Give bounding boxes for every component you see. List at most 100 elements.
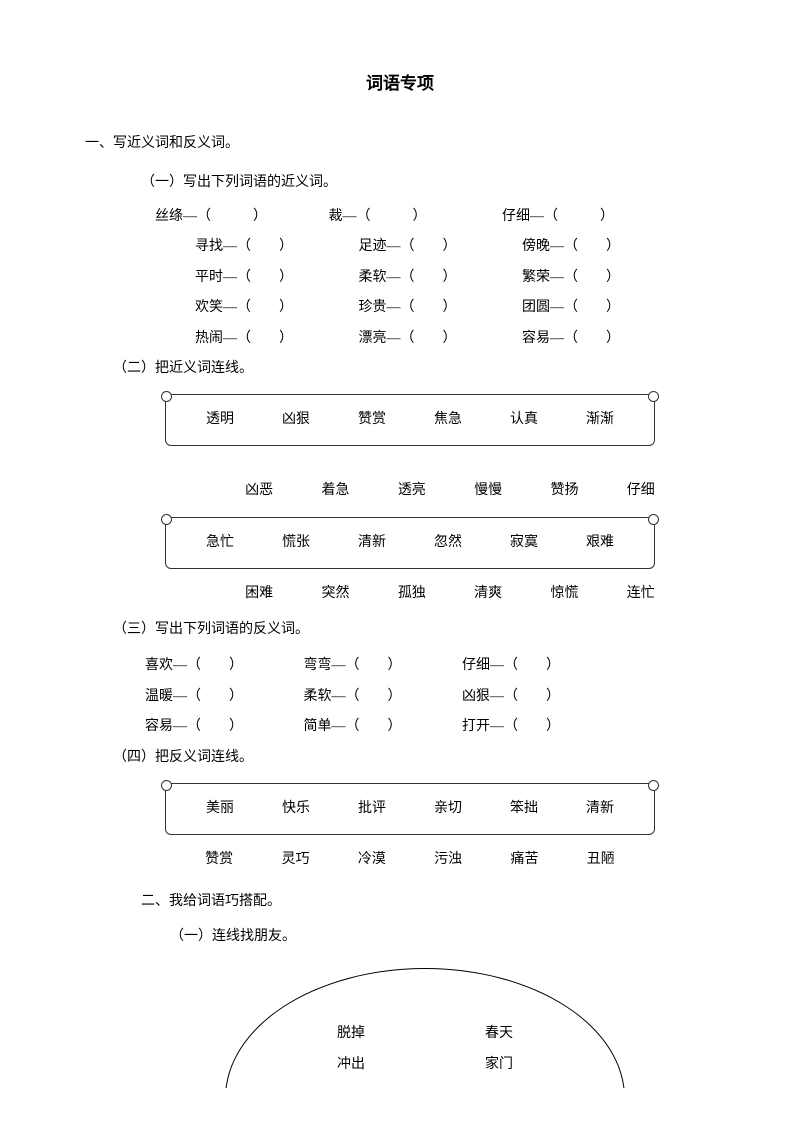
word: 赞赏 bbox=[358, 409, 386, 431]
section2-header: 二、我给词语巧搭配。 bbox=[141, 891, 715, 913]
word: 透明 bbox=[206, 409, 234, 431]
blank[interactable]: （ ） bbox=[564, 331, 620, 346]
blank[interactable]: （ ） bbox=[401, 270, 457, 285]
word: 清爽 bbox=[474, 583, 502, 605]
word: 裁 bbox=[329, 209, 343, 224]
word: 着急 bbox=[321, 480, 349, 502]
word: 惊慌 bbox=[550, 583, 578, 605]
word: 凶恶 bbox=[245, 480, 273, 502]
word: 足迹 bbox=[359, 239, 387, 254]
word: 脱掉 bbox=[337, 1023, 365, 1045]
word: 美丽 bbox=[206, 798, 234, 820]
word: 漂亮 bbox=[359, 331, 387, 346]
word: 打开 bbox=[462, 719, 490, 734]
word: 热闹 bbox=[195, 331, 223, 346]
word: 弯弯 bbox=[304, 658, 332, 673]
word: 透亮 bbox=[398, 480, 426, 502]
word: 批评 bbox=[358, 798, 386, 820]
blank[interactable]: （ ） bbox=[346, 689, 402, 704]
word: 凶狠 bbox=[462, 689, 490, 704]
word: 仔细 bbox=[462, 658, 490, 673]
word: 喜欢 bbox=[145, 658, 173, 673]
word: 容易 bbox=[145, 719, 173, 734]
word: 凶狠 bbox=[282, 409, 310, 431]
word: 珍贵 bbox=[359, 300, 387, 315]
blank[interactable]: （ ） bbox=[401, 239, 457, 254]
blank[interactable]: （ ） bbox=[544, 209, 614, 224]
blank[interactable]: （ ） bbox=[564, 270, 620, 285]
page-title: 词语专项 bbox=[85, 70, 715, 97]
word: 突然 bbox=[321, 583, 349, 605]
word-box[interactable]: 透明 凶狠 赞赏 焦急 认真 渐渐 bbox=[165, 394, 655, 446]
word: 灵巧 bbox=[281, 849, 309, 871]
part1-header: （一）写出下列词语的近义词。 bbox=[141, 172, 715, 194]
word: 赞赏 bbox=[205, 849, 233, 871]
word: 清新 bbox=[586, 798, 614, 820]
word-row: 凶恶 着急 透亮 慢慢 赞扬 仔细 bbox=[205, 480, 695, 502]
word: 认真 bbox=[510, 409, 538, 431]
blank[interactable]: （ ） bbox=[237, 239, 293, 254]
word: 渐渐 bbox=[586, 409, 614, 431]
synonym-row: 寻找—（ ） 足迹—（ ） 傍晚—（ ） bbox=[195, 236, 715, 258]
word: 孤独 bbox=[398, 583, 426, 605]
blank[interactable]: （ ） bbox=[564, 300, 620, 315]
blank[interactable]: （ ） bbox=[237, 300, 293, 315]
blank[interactable]: （ ） bbox=[346, 658, 402, 673]
word: 寻找 bbox=[195, 239, 223, 254]
blank[interactable]: （ ） bbox=[237, 270, 293, 285]
part3-header: （三）写出下列词语的反义词。 bbox=[113, 619, 715, 641]
word: 快乐 bbox=[282, 798, 310, 820]
word: 冷漠 bbox=[358, 849, 386, 871]
blank[interactable]: （ ） bbox=[357, 209, 427, 224]
blank[interactable]: （ ） bbox=[504, 658, 560, 673]
blank[interactable]: （ ） bbox=[564, 239, 620, 254]
word: 傍晚 bbox=[522, 239, 550, 254]
blank[interactable]: （ ） bbox=[346, 719, 402, 734]
blank[interactable]: （ ） bbox=[401, 331, 457, 346]
word: 艰难 bbox=[586, 532, 614, 554]
word: 冲出 bbox=[337, 1054, 365, 1076]
word: 清新 bbox=[358, 532, 386, 554]
word: 亲切 bbox=[434, 798, 462, 820]
antonym-row: 容易—（ ） 简单—（ ） 打开—（ ） bbox=[145, 716, 715, 738]
matching-oval[interactable]: 脱掉 春天 冲出 家门 bbox=[225, 968, 625, 1088]
synonym-row: 平时—（ ） 柔软—（ ） 繁荣—（ ） bbox=[195, 267, 715, 289]
blank[interactable]: （ ） bbox=[504, 719, 560, 734]
word: 简单 bbox=[304, 719, 332, 734]
word: 笨拙 bbox=[510, 798, 538, 820]
word: 温暖 bbox=[145, 689, 173, 704]
word: 丝绦 bbox=[155, 209, 183, 224]
word: 柔软 bbox=[359, 270, 387, 285]
word: 容易 bbox=[522, 331, 550, 346]
blank[interactable]: （ ） bbox=[504, 689, 560, 704]
blank[interactable]: （ ） bbox=[197, 209, 267, 224]
blank[interactable]: （ ） bbox=[187, 689, 243, 704]
word: 寂寞 bbox=[510, 532, 538, 554]
part2-header: （二）把近义词连线。 bbox=[113, 358, 715, 380]
word: 焦急 bbox=[434, 409, 462, 431]
blank[interactable]: （ ） bbox=[187, 658, 243, 673]
word: 连忙 bbox=[627, 583, 655, 605]
word: 繁荣 bbox=[522, 270, 550, 285]
word-row: 困难 突然 孤独 清爽 惊慌 连忙 bbox=[205, 583, 695, 605]
word: 仔细 bbox=[502, 209, 530, 224]
section2-sub: （一）连线找朋友。 bbox=[170, 926, 715, 948]
antonym-row: 喜欢—（ ） 弯弯—（ ） 仔细—（ ） bbox=[145, 655, 715, 677]
synonym-row: 丝绦—（ ） 裁—（ ） 仔细—（ ） bbox=[155, 206, 715, 228]
word: 家门 bbox=[485, 1054, 513, 1076]
synonym-row: 热闹—（ ） 漂亮—（ ） 容易—（ ） bbox=[195, 328, 715, 350]
word-box[interactable]: 美丽 快乐 批评 亲切 笨拙 清新 bbox=[165, 783, 655, 835]
word: 忽然 bbox=[434, 532, 462, 554]
word-row: 赞赏 灵巧 冷漠 污浊 痛苦 丑陋 bbox=[165, 849, 655, 871]
section1-header: 一、写近义词和反义词。 bbox=[85, 133, 715, 155]
word-box[interactable]: 急忙 慌张 清新 忽然 寂寞 艰难 bbox=[165, 517, 655, 569]
word: 慌张 bbox=[282, 532, 310, 554]
word: 平时 bbox=[195, 270, 223, 285]
word: 赞扬 bbox=[550, 480, 578, 502]
part4-header: （四）把反义词连线。 bbox=[113, 747, 715, 769]
word: 急忙 bbox=[206, 532, 234, 554]
word: 春天 bbox=[485, 1023, 513, 1045]
blank[interactable]: （ ） bbox=[401, 300, 457, 315]
blank[interactable]: （ ） bbox=[237, 331, 293, 346]
blank[interactable]: （ ） bbox=[187, 719, 243, 734]
